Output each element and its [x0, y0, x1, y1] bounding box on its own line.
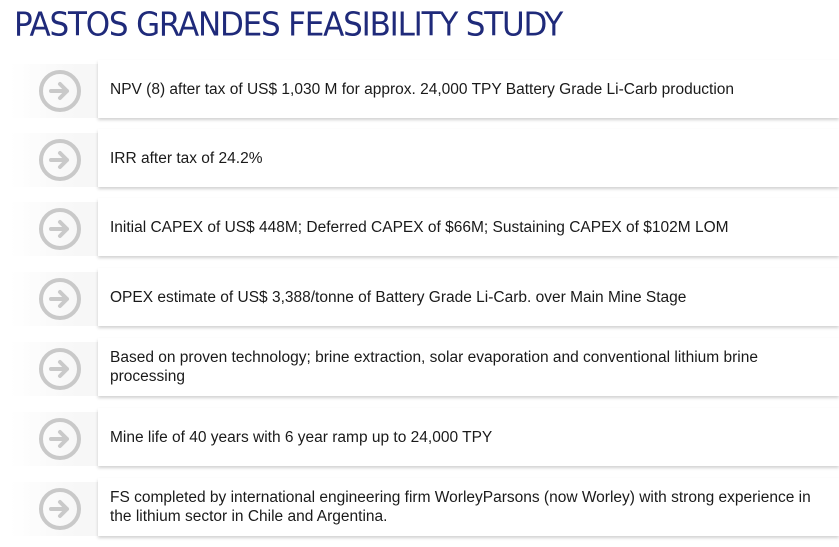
list-item-card: OPEX estimate of US$ 3,388/tonne of Batt… — [98, 268, 839, 326]
list-item-text: OPEX estimate of US$ 3,388/tonne of Batt… — [110, 288, 687, 306]
page-title: PASTOS GRANDES FEASIBILITY STUDY — [14, 6, 563, 44]
list-item-text: Mine life of 40 years with 6 year ramp u… — [110, 428, 493, 446]
arrow-right-circle-icon — [38, 277, 82, 321]
list-item-text: Based on proven technology; brine extrac… — [110, 349, 758, 385]
list-item-card: Mine life of 40 years with 6 year ramp u… — [98, 408, 839, 466]
list-item: OPEX estimate of US$ 3,388/tonne of Batt… — [0, 268, 839, 330]
arrow-right-circle-icon — [38, 487, 82, 531]
list-item-card: Based on proven technology; brine extrac… — [98, 338, 839, 396]
arrow-right-circle-icon — [38, 417, 82, 461]
list-item-card: Initial CAPEX of US$ 448M; Deferred CAPE… — [98, 198, 839, 256]
list-item: IRR after tax of 24.2% — [0, 129, 839, 191]
arrow-right-circle-icon — [38, 138, 82, 182]
list-item-card: FS completed by international engineerin… — [98, 478, 839, 536]
arrow-right-circle-icon — [38, 207, 82, 251]
list-item: FS completed by international engineerin… — [0, 478, 839, 540]
list-item-card: NPV (8) after tax of US$ 1,030 M for app… — [98, 60, 839, 118]
list-item-text: FS completed by international engineerin… — [110, 489, 811, 525]
arrow-right-circle-icon — [38, 347, 82, 391]
list-item: Initial CAPEX of US$ 448M; Deferred CAPE… — [0, 198, 839, 260]
list-item-text: NPV (8) after tax of US$ 1,030 M for app… — [110, 80, 735, 98]
list-item-text: Initial CAPEX of US$ 448M; Deferred CAPE… — [110, 218, 729, 236]
list-item: Based on proven technology; brine extrac… — [0, 338, 839, 400]
list-item: NPV (8) after tax of US$ 1,030 M for app… — [0, 60, 839, 122]
arrow-right-circle-icon — [38, 69, 82, 113]
list-item-text: IRR after tax of 24.2% — [110, 149, 263, 167]
list-item: Mine life of 40 years with 6 year ramp u… — [0, 408, 839, 470]
list-item-card: IRR after tax of 24.2% — [98, 129, 839, 187]
